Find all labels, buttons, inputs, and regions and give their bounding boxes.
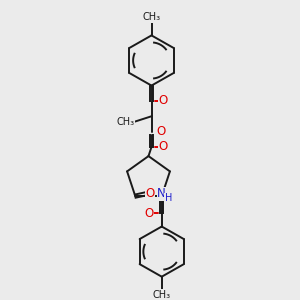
Text: O: O (146, 187, 155, 200)
Text: O: O (144, 207, 154, 220)
Text: O: O (158, 94, 167, 107)
Text: CH₃: CH₃ (116, 117, 134, 127)
Text: CH₃: CH₃ (142, 12, 160, 22)
Text: O: O (157, 125, 166, 138)
Text: O: O (158, 140, 167, 153)
Text: N: N (158, 187, 166, 200)
Text: H: H (165, 194, 172, 203)
Text: CH₃: CH₃ (153, 290, 171, 300)
